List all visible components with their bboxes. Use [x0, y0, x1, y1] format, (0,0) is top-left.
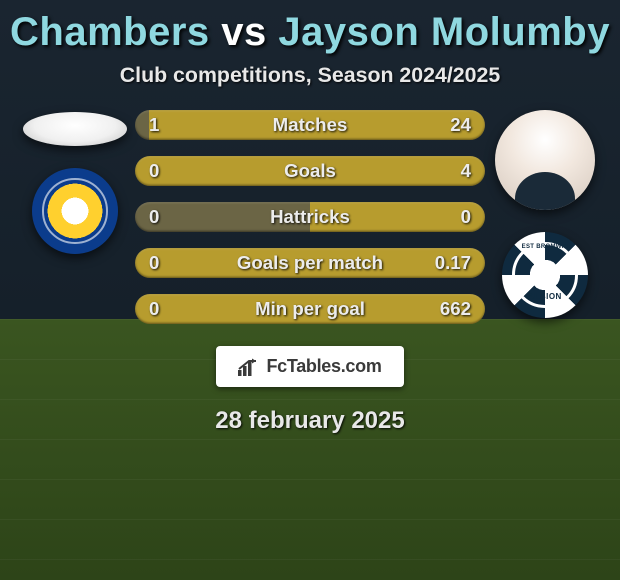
date-text: 28 february 2025 [215, 407, 404, 435]
stat-left-value: 0 [149, 206, 159, 228]
player-chambers-avatar [23, 112, 127, 146]
right-column: EST BROMWIC [485, 110, 605, 318]
infographic-container: Chambers vs Jayson Molumby Club competit… [0, 0, 620, 580]
brand-badge: FcTables.com [216, 346, 403, 387]
brand-text: FcTables.com [266, 356, 381, 377]
title-player2: Jayson Molumby [278, 10, 610, 54]
stat-row: 0 Goals 4 [135, 156, 485, 186]
title-player1: Chambers [10, 10, 210, 54]
stat-label: Goals per match [237, 252, 383, 274]
stat-right-value: 24 [450, 114, 471, 136]
stat-label: Matches [273, 114, 348, 136]
stat-row: 0 Min per goal 662 [135, 294, 485, 324]
stat-left-value: 0 [149, 160, 159, 182]
body-row: 1 Matches 24 0 Goals 4 0 Hattricks 0 0 Goals per m… [0, 110, 620, 324]
stat-row: 1 Matches 24 [135, 110, 485, 140]
stat-label: Min per goal [255, 298, 365, 320]
stat-left-value: 1 [149, 114, 159, 136]
stat-right-value: 4 [461, 160, 471, 182]
stat-label: Goals [284, 160, 336, 182]
player-molumby-avatar [495, 110, 595, 210]
subtitle: Club competitions, Season 2024/2025 [120, 63, 501, 88]
leeds-badge [32, 168, 118, 254]
stat-right-value: 662 [440, 298, 471, 320]
stat-row: 0 Goals per match 0.17 [135, 248, 485, 278]
wba-top-text: EST BROMWIC [502, 244, 588, 250]
title-vs: vs [221, 10, 267, 54]
stat-right-value: 0 [461, 206, 471, 228]
stat-left-value: 0 [149, 252, 159, 274]
stat-right-value: 0.17 [435, 252, 471, 274]
page-title: Chambers vs Jayson Molumby [10, 10, 610, 55]
stats-panel: 1 Matches 24 0 Goals 4 0 Hattricks 0 0 Goals per m… [135, 110, 485, 324]
stat-left-value: 0 [149, 298, 159, 320]
west-brom-badge: EST BROMWIC [502, 232, 588, 318]
stat-label: Hattricks [270, 206, 350, 228]
chart-icon [238, 358, 260, 376]
stat-row: 0 Hattricks 0 [135, 202, 485, 232]
left-column [15, 110, 135, 254]
